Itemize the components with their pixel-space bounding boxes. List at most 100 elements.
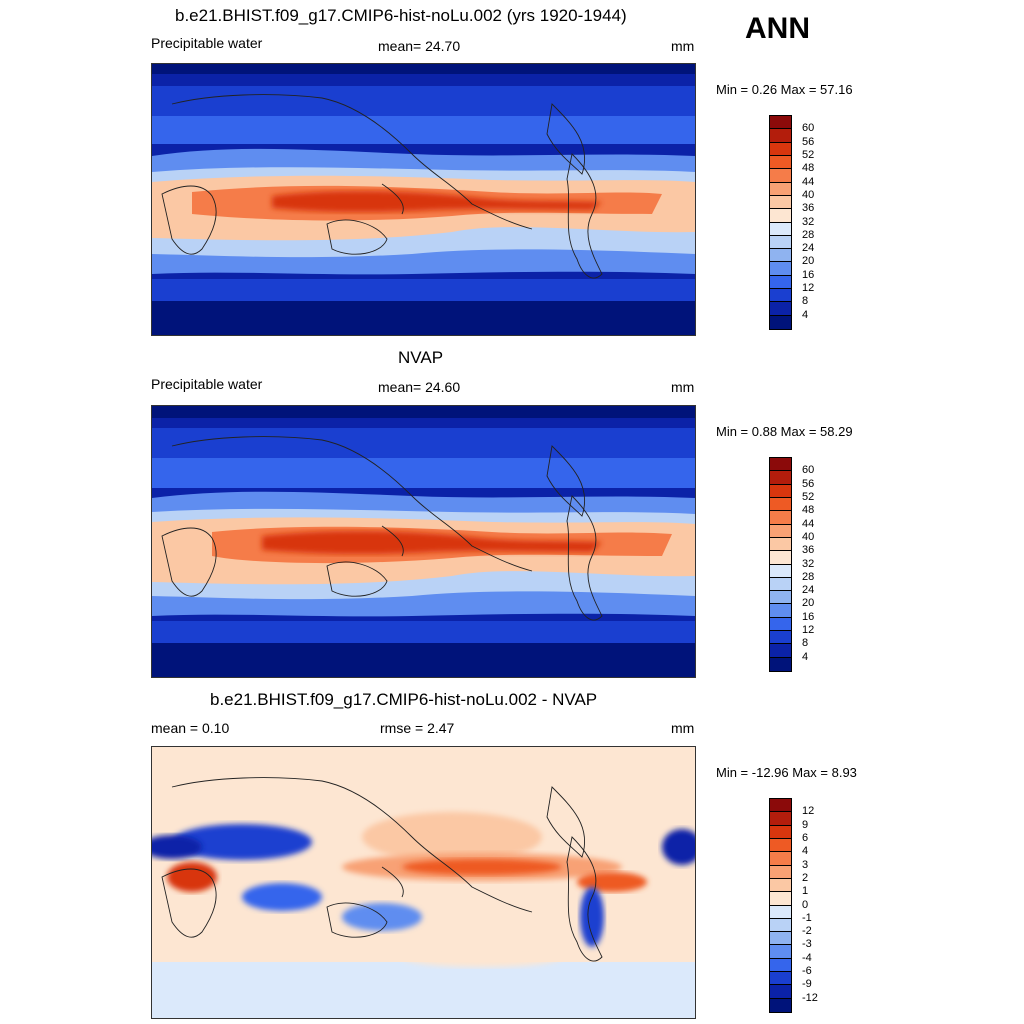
colorbar-tick-label: 24 <box>802 242 815 255</box>
colorbar-segment <box>770 644 791 658</box>
panel-1-colorbar <box>769 115 792 330</box>
colorbar-tick-label: 60 <box>802 122 815 135</box>
colorbar-segment <box>770 617 791 632</box>
colorbar-tick-label: 2 <box>802 871 809 884</box>
panel-2-units-label: mm <box>671 379 695 395</box>
panel-1-minmax-label: Min = 0.26 Max = 57.16 <box>716 82 853 97</box>
panel-1-contour-fill <box>152 64 695 335</box>
colorbar-tick-label: 1 <box>802 885 809 898</box>
colorbar-tick-label: 20 <box>802 255 815 268</box>
colorbar-segment <box>770 275 791 290</box>
colorbar-tick-label: 36 <box>802 544 815 557</box>
colorbar-segment <box>770 484 791 498</box>
panel-3-units-label: mm <box>671 720 695 736</box>
panel-3-contour-fill <box>152 747 695 1018</box>
colorbar-tick-label: 44 <box>802 517 815 530</box>
colorbar-tick-label: 12 <box>802 805 815 818</box>
colorbar-tick-label: -9 <box>802 978 812 991</box>
panel-1-title: b.e21.BHIST.f09_g17.CMIP6-hist-noLu.002 … <box>175 6 627 25</box>
colorbar-segment <box>770 945 791 959</box>
colorbar-segment <box>770 604 791 618</box>
panel-3-rmse-label: rmse = 2.47 <box>380 720 455 736</box>
panel-2-variable-label: Precipitable water <box>151 376 263 392</box>
colorbar-tick-label: 16 <box>802 268 815 281</box>
panel-1-variable-label: Precipitable water <box>151 35 263 51</box>
panel-3-colorbar <box>769 798 792 1013</box>
colorbar-tick-label: 60 <box>802 464 815 477</box>
colorbar-tick-label: -6 <box>802 965 812 978</box>
colorbar-segment <box>770 551 791 565</box>
colorbar-segment <box>770 564 791 578</box>
colorbar-segment <box>770 892 791 906</box>
panel-2-contour-fill <box>152 406 695 677</box>
colorbar-segment <box>770 799 791 813</box>
colorbar-segment <box>770 972 791 986</box>
colorbar-tick-label: 36 <box>802 202 815 215</box>
colorbar-tick-label: 4 <box>802 650 809 663</box>
colorbar-segment <box>770 852 791 866</box>
colorbar-tick-label: -3 <box>802 938 812 951</box>
colorbar-tick-label: 32 <box>802 215 815 228</box>
colorbar-tick-label: 4 <box>802 308 809 321</box>
colorbar-tick-label: 44 <box>802 175 815 188</box>
colorbar-tick-label: 12 <box>802 282 815 295</box>
colorbar-segment <box>770 591 791 605</box>
colorbar-tick-label: 24 <box>802 584 815 597</box>
colorbar-segment <box>770 497 791 512</box>
colorbar-segment <box>770 878 791 893</box>
colorbar-segment <box>770 918 791 933</box>
panel-1-units-label: mm <box>671 38 695 54</box>
colorbar-tick-label: 9 <box>802 818 809 831</box>
colorbar-tick-label: 52 <box>802 490 815 503</box>
colorbar-segment <box>770 142 791 156</box>
colorbar-tick-label: -1 <box>802 911 812 924</box>
panel-2-colorbar <box>769 457 792 672</box>
colorbar-tick-label: 8 <box>802 637 809 650</box>
colorbar-segment <box>770 838 791 853</box>
colorbar-tick-label: -2 <box>802 925 812 938</box>
colorbar-tick-label: 0 <box>802 898 809 911</box>
colorbar-segment <box>770 195 791 210</box>
colorbar-segment <box>770 958 791 973</box>
colorbar-segment <box>770 209 791 223</box>
colorbar-tick-label: 52 <box>802 148 815 161</box>
colorbar-tick-label: 40 <box>802 188 815 201</box>
colorbar-tick-label: 3 <box>802 858 809 871</box>
colorbar-segment <box>770 458 791 472</box>
colorbar-segment <box>770 825 791 839</box>
colorbar-segment <box>770 932 791 946</box>
colorbar-tick-label: 48 <box>802 504 815 517</box>
colorbar-tick-label: 16 <box>802 610 815 623</box>
colorbar-segment <box>770 289 791 303</box>
colorbar-tick-label: 28 <box>802 228 815 241</box>
colorbar-segment <box>770 985 791 999</box>
panel-2-mean-label: mean= 24.60 <box>378 379 461 395</box>
panel-1-mean-label: mean= 24.70 <box>378 38 461 54</box>
colorbar-segment <box>770 262 791 276</box>
panel-3-minmax-label: Min = -12.96 Max = 8.93 <box>716 765 857 780</box>
colorbar-segment <box>770 631 791 645</box>
colorbar-segment <box>770 169 791 183</box>
colorbar-tick-label: 48 <box>802 162 815 175</box>
colorbar-segment <box>770 657 791 671</box>
panel-1-coastlines <box>161 94 603 279</box>
colorbar-tick-label: 56 <box>802 135 815 148</box>
colorbar-segment <box>770 182 791 196</box>
panel-2-title: NVAP <box>398 348 444 367</box>
colorbar-segment <box>770 249 791 263</box>
colorbar-tick-label: 32 <box>802 557 815 570</box>
colorbar-segment <box>770 471 791 485</box>
colorbar-segment <box>770 302 791 316</box>
colorbar-segment <box>770 537 791 552</box>
colorbar-tick-label: 12 <box>802 624 815 637</box>
panel-3-mean-label: mean = 0.10 <box>151 720 230 736</box>
colorbar-segment <box>770 129 791 143</box>
colorbar-segment <box>770 511 791 525</box>
colorbar-tick-label: -12 <box>802 991 818 1004</box>
colorbar-segment <box>770 812 791 826</box>
colorbar-tick-label: -4 <box>802 951 812 964</box>
colorbar-segment <box>770 577 791 592</box>
colorbar-tick-label: 20 <box>802 597 815 610</box>
colorbar-segment <box>770 905 791 919</box>
panel-2-minmax-label: Min = 0.88 Max = 58.29 <box>716 424 853 439</box>
